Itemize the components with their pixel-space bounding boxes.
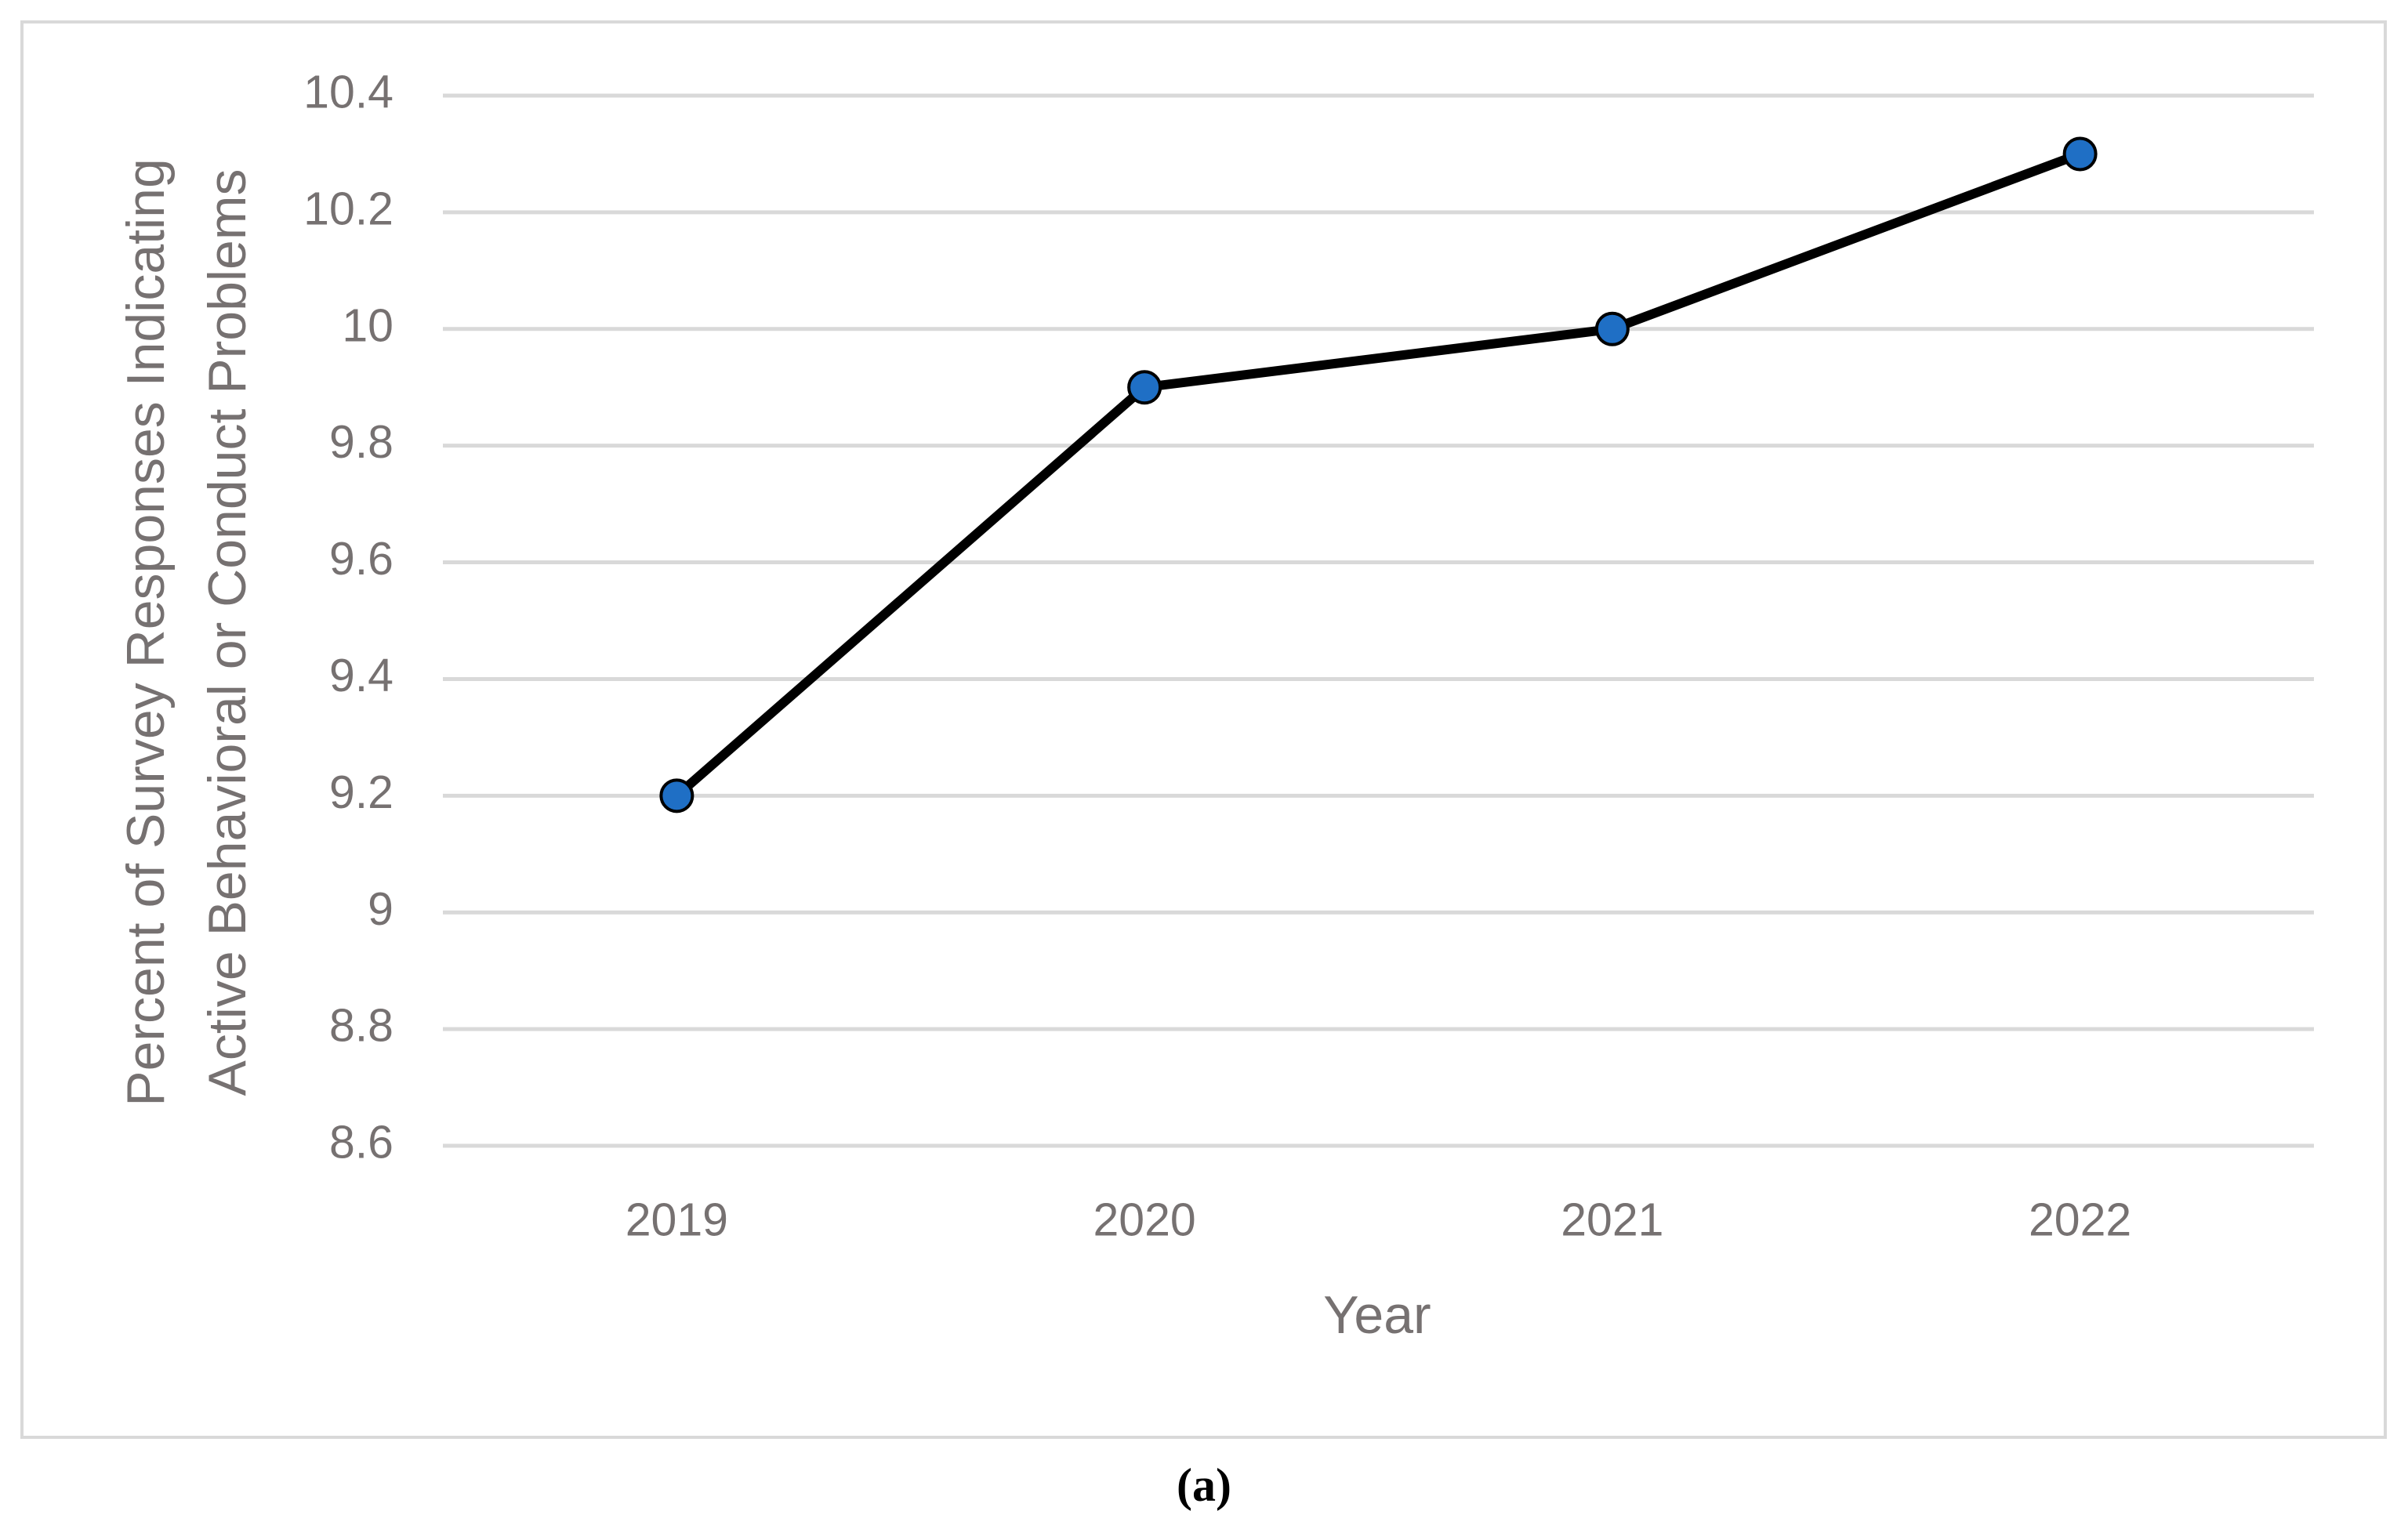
- x-tick-label: 2021: [1561, 1194, 1663, 1246]
- marker: [1594, 311, 1630, 346]
- y-tick-label: 9.8: [329, 416, 393, 468]
- y-tick-label: 9.4: [329, 650, 393, 701]
- marker: [2062, 136, 2098, 172]
- x-tick-label: 2020: [1093, 1194, 1195, 1246]
- marker: [659, 778, 694, 813]
- x-axis-title: Year: [1323, 1285, 1431, 1345]
- line: [673, 149, 2082, 799]
- y-tick-label: 8.6: [329, 1117, 393, 1168]
- y-tick-label: 10: [342, 299, 393, 351]
- y-axis-title: Active Behavioral or Conduct Problems: [198, 169, 257, 1096]
- y-tick-label: 8.8: [329, 1000, 393, 1052]
- y-tick-label: 9.2: [329, 766, 393, 818]
- y-tick-label: 10.4: [303, 67, 393, 118]
- x-tick-label: 2022: [2029, 1194, 2131, 1246]
- x-tick-label: 2019: [626, 1194, 728, 1246]
- caption: (a): [1177, 1459, 1231, 1511]
- y-tick-label: 9: [368, 883, 393, 935]
- y-tick-label: 10.2: [303, 183, 393, 234]
- chart-frame: [20, 20, 2387, 1439]
- marker: [1127, 370, 1162, 405]
- y-tick-label: 9.6: [329, 533, 393, 585]
- y-axis-title: Percent of Survey Responses Indicating: [116, 158, 176, 1107]
